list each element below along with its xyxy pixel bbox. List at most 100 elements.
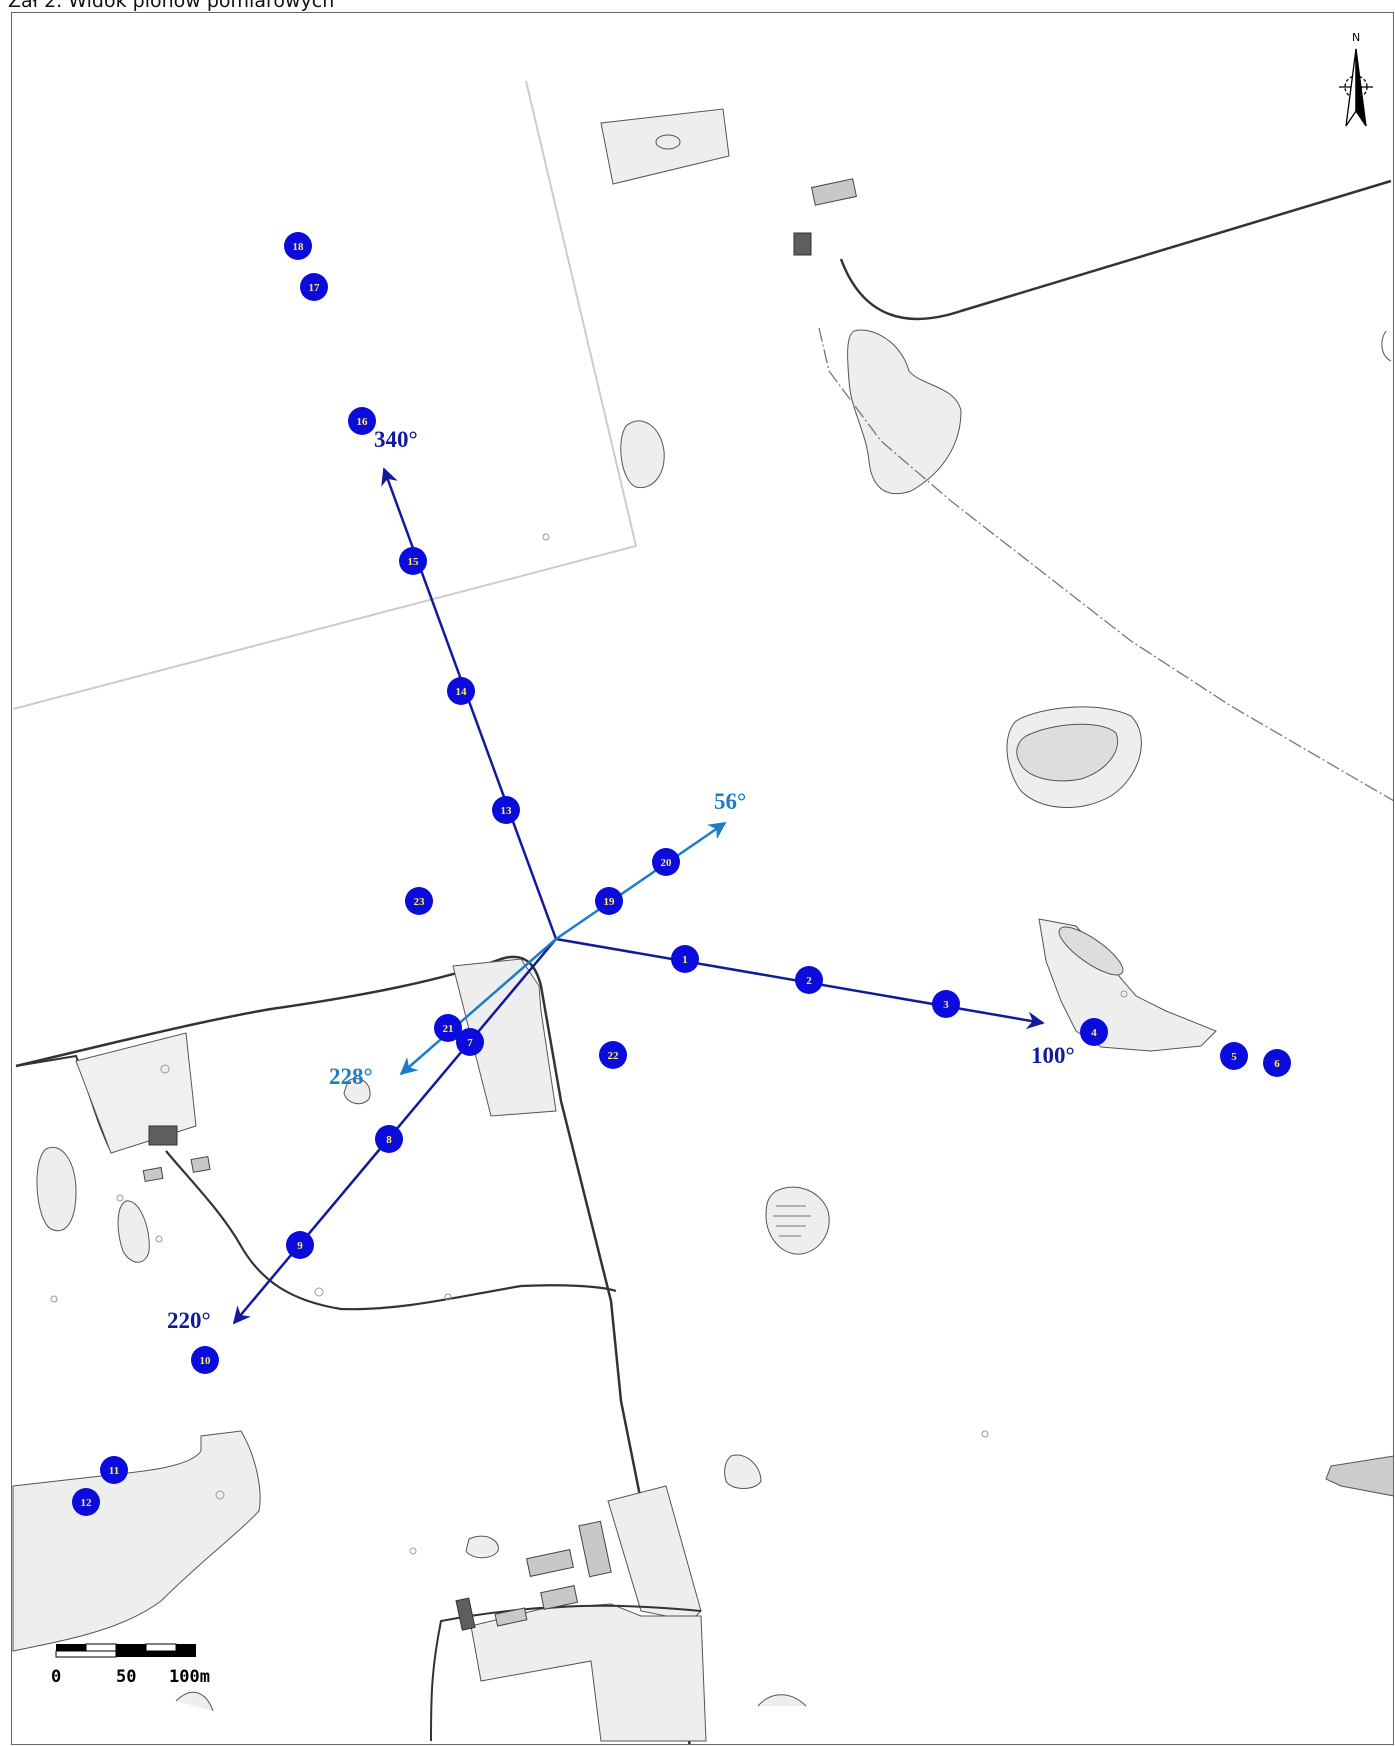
measurement-point-marker[interactable] — [191, 1346, 219, 1374]
measurement-point-marker[interactable] — [348, 407, 376, 435]
measurement-point-marker[interactable] — [1220, 1042, 1248, 1070]
measurement-point-marker[interactable] — [447, 677, 475, 705]
map-frame[interactable]: 100° 220° 340° 56° 228° 1 2 3 4 5 6 7 8 9 10 11 12 1… — [11, 12, 1394, 1745]
measurement-point-14[interactable]: 14 — [447, 677, 475, 705]
measurement-point-marker[interactable] — [932, 990, 960, 1018]
profile-direction-label: 340° — [374, 427, 418, 452]
marker-dot — [981, 1430, 989, 1438]
measurement-point-marker[interactable] — [671, 945, 699, 973]
measurement-point-marker[interactable] — [284, 232, 312, 260]
measurement-point-marker[interactable] — [456, 1028, 484, 1056]
scale-bar: 0 50 100m — [51, 1643, 210, 1687]
marker-dot — [155, 1235, 163, 1243]
measurement-point-18[interactable]: 18 — [284, 232, 312, 260]
measurement-point-8[interactable]: 8 — [375, 1125, 403, 1153]
measurement-point-15[interactable]: 15 — [399, 547, 427, 575]
scale-bar-segment — [176, 1644, 196, 1657]
profile-direction-label: 100° — [1031, 1043, 1075, 1068]
measurement-point-label: 4 — [1091, 1027, 1097, 1039]
pond — [465, 1535, 499, 1559]
measurement-point-marker[interactable] — [599, 1041, 627, 1069]
profile-direction-label: 220° — [167, 1308, 211, 1333]
measurement-point-label: 19 — [604, 896, 616, 908]
field-area — [12, 1430, 261, 1652]
measurement-point-marker[interactable] — [300, 273, 328, 301]
scale-bar-segment — [145, 1643, 177, 1652]
measurement-point-marker[interactable] — [405, 887, 433, 915]
measurement-point-9[interactable]: 9 — [286, 1231, 314, 1259]
measurement-point-marker[interactable] — [652, 848, 680, 876]
marker-dot — [409, 1547, 417, 1555]
marker-dot — [50, 1295, 58, 1303]
scale-bar-segment — [55, 1650, 117, 1658]
pond — [1058, 926, 1124, 976]
measurement-point-23[interactable]: 23 — [405, 887, 433, 915]
hatch-lines — [773, 1205, 811, 1237]
north-needle — [1355, 48, 1367, 127]
measurement-point-1[interactable]: 1 — [671, 945, 699, 973]
measurement-point-22[interactable]: 22 — [599, 1041, 627, 1069]
scale-bar-segment — [116, 1651, 176, 1657]
measurement-point-7[interactable]: 7 — [456, 1028, 484, 1056]
measurement-point-label: 20 — [661, 857, 673, 869]
measurement-point-marker[interactable] — [492, 796, 520, 824]
measurement-point-label: 1 — [682, 954, 688, 966]
building — [455, 1597, 476, 1631]
measurement-point-20[interactable]: 20 — [652, 848, 680, 876]
measurement-point-4[interactable]: 4 — [1080, 1018, 1108, 1046]
measurement-point-marker[interactable] — [1080, 1018, 1108, 1046]
scale-label: 100m — [169, 1667, 210, 1687]
marker-dot — [116, 1194, 124, 1202]
measurement-point-label: 16 — [357, 416, 369, 428]
profile-line[interactable] — [381, 467, 558, 940]
measurement-point-17[interactable]: 17 — [300, 273, 328, 301]
profile-line[interactable] — [555, 821, 727, 941]
measurement-point-label: 5 — [1231, 1051, 1237, 1063]
pond — [847, 329, 962, 495]
measurement-point-label: 8 — [386, 1134, 392, 1146]
measurement-point-label: 23 — [414, 896, 426, 908]
building — [810, 178, 858, 206]
measurement-point-13[interactable]: 13 — [492, 796, 520, 824]
measurement-point-marker[interactable] — [434, 1014, 462, 1042]
measurement-point-label: 7 — [467, 1037, 473, 1049]
building — [540, 1585, 579, 1610]
road — [839, 179, 1392, 321]
measurement-point-marker[interactable] — [1263, 1049, 1291, 1077]
measurement-point-16[interactable]: 16 — [348, 407, 376, 435]
measurement-point-3[interactable]: 3 — [932, 990, 960, 1018]
field-boundary-line — [12, 80, 638, 710]
fence-line — [818, 327, 1393, 802]
measurement-point-marker[interactable] — [375, 1125, 403, 1153]
measurement-point-marker[interactable] — [795, 966, 823, 994]
measurement-point-10[interactable]: 10 — [191, 1346, 219, 1374]
marker-dot — [1120, 990, 1128, 998]
measurement-point-marker[interactable] — [100, 1456, 128, 1484]
building — [148, 1125, 178, 1146]
measurement-point-marker[interactable] — [72, 1488, 100, 1516]
measurement-point-6[interactable]: 6 — [1263, 1049, 1291, 1077]
measurement-point-11[interactable]: 11 — [100, 1456, 128, 1484]
measurement-point-label: 3 — [943, 999, 949, 1011]
field-area — [175, 1691, 214, 1712]
measurement-point-12[interactable]: 12 — [72, 1488, 100, 1516]
building — [190, 1155, 211, 1173]
measurement-point-marker[interactable] — [595, 887, 623, 915]
measurement-point-label: 15 — [408, 556, 420, 568]
measurement-point-2[interactable]: 2 — [795, 966, 823, 994]
profile-line[interactable] — [399, 938, 557, 1076]
scale-bar-segment — [85, 1643, 117, 1652]
pond — [1016, 723, 1118, 782]
measurement-point-marker[interactable] — [399, 547, 427, 575]
north-arrow-icon: N — [1339, 31, 1373, 127]
measurement-point-5[interactable]: 5 — [1220, 1042, 1248, 1070]
measurement-point-label: 6 — [1274, 1058, 1280, 1070]
building — [526, 1549, 574, 1577]
measurement-point-label: 14 — [456, 686, 468, 698]
measurement-point-21[interactable]: 21 — [434, 1014, 462, 1042]
pond — [343, 1078, 371, 1105]
measurement-point-19[interactable]: 19 — [595, 887, 623, 915]
measurement-point-label: 22 — [608, 1050, 620, 1062]
measurement-point-marker[interactable] — [286, 1231, 314, 1259]
path — [165, 1150, 617, 1311]
